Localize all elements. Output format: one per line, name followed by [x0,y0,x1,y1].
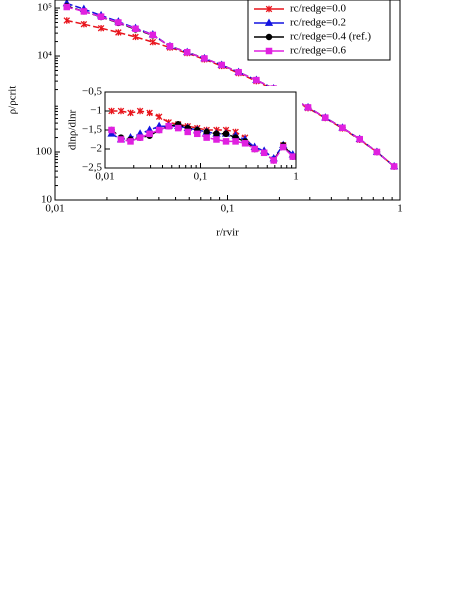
y-tick-label: −1 [90,105,102,117]
x-tick-label: 0,01 [45,203,64,215]
series [108,122,296,164]
legend-label: rc/redge=0.4 (ref.) [290,31,371,43]
marker [304,104,312,111]
y-tick-label: −0,5 [82,86,102,98]
marker [356,135,363,143]
marker [218,61,225,69]
marker [279,143,287,151]
marker [165,122,172,130]
legend-label: rc/redge=0.0 [290,3,346,15]
marker [115,19,122,26]
y-axis-label: ρ/ρcrit [7,86,19,115]
legend-label: rc/redge=0.6 [290,45,346,57]
marker [166,42,174,50]
marker [213,136,220,143]
y-tick-label: −1,5 [82,124,102,136]
marker [194,130,201,138]
marker [183,48,191,56]
x-tick-label: 1 [397,203,403,215]
marker [322,114,329,121]
y-tick-label: 100 [36,146,53,158]
marker [260,149,268,157]
x-tick-label: 0,01 [95,171,114,183]
marker [264,18,274,26]
y-tick-label: 10⁴ [37,50,52,62]
x-axis-label: r/rvir [216,227,239,239]
marker [149,38,157,46]
marker [232,138,239,145]
marker [251,145,258,153]
marker [235,68,242,76]
marker [241,140,249,147]
marker [146,130,153,138]
y-tick-label: −2,5 [82,162,102,174]
marker [270,157,277,164]
marker [265,33,273,41]
legend-label: rc/redge=0.2 [290,17,346,29]
marker [63,3,71,11]
marker [127,138,134,145]
x-tick-label: 0,1 [194,171,208,183]
marker [117,107,125,115]
y-axis-label: dlnρ/dlnr [67,110,79,151]
line [66,19,395,168]
y-tick-label: 10 [41,194,53,206]
x-tick-label: 1 [293,171,299,183]
marker [222,130,230,138]
marker [63,17,71,24]
marker [97,24,105,32]
marker [132,33,139,41]
y-tick-label: −2 [90,143,102,155]
marker [146,109,153,117]
marker [97,13,105,20]
marker [174,124,182,132]
x-tick-label: 0,1 [221,203,235,215]
marker [253,76,260,84]
marker [132,25,139,33]
marker [127,109,134,117]
marker [203,128,210,136]
marker [265,5,273,13]
marker [289,153,296,160]
marker [108,126,115,134]
marker [222,138,230,145]
marker [107,129,116,137]
marker [117,136,125,143]
marker [80,20,88,28]
y-tick-label: 10⁵ [37,2,52,14]
marker [136,134,144,141]
marker [390,163,398,170]
frame [54,0,401,201]
frame [104,91,297,169]
marker [136,107,144,115]
marker [373,148,381,156]
marker [339,124,346,132]
marker [201,55,208,62]
marker [149,31,157,39]
marker [184,128,191,136]
marker [155,113,163,120]
marker [265,47,273,55]
marker [213,130,220,138]
marker [115,29,122,36]
marker [108,107,115,115]
marker [155,126,163,134]
marker [203,134,210,141]
marker [80,8,88,15]
